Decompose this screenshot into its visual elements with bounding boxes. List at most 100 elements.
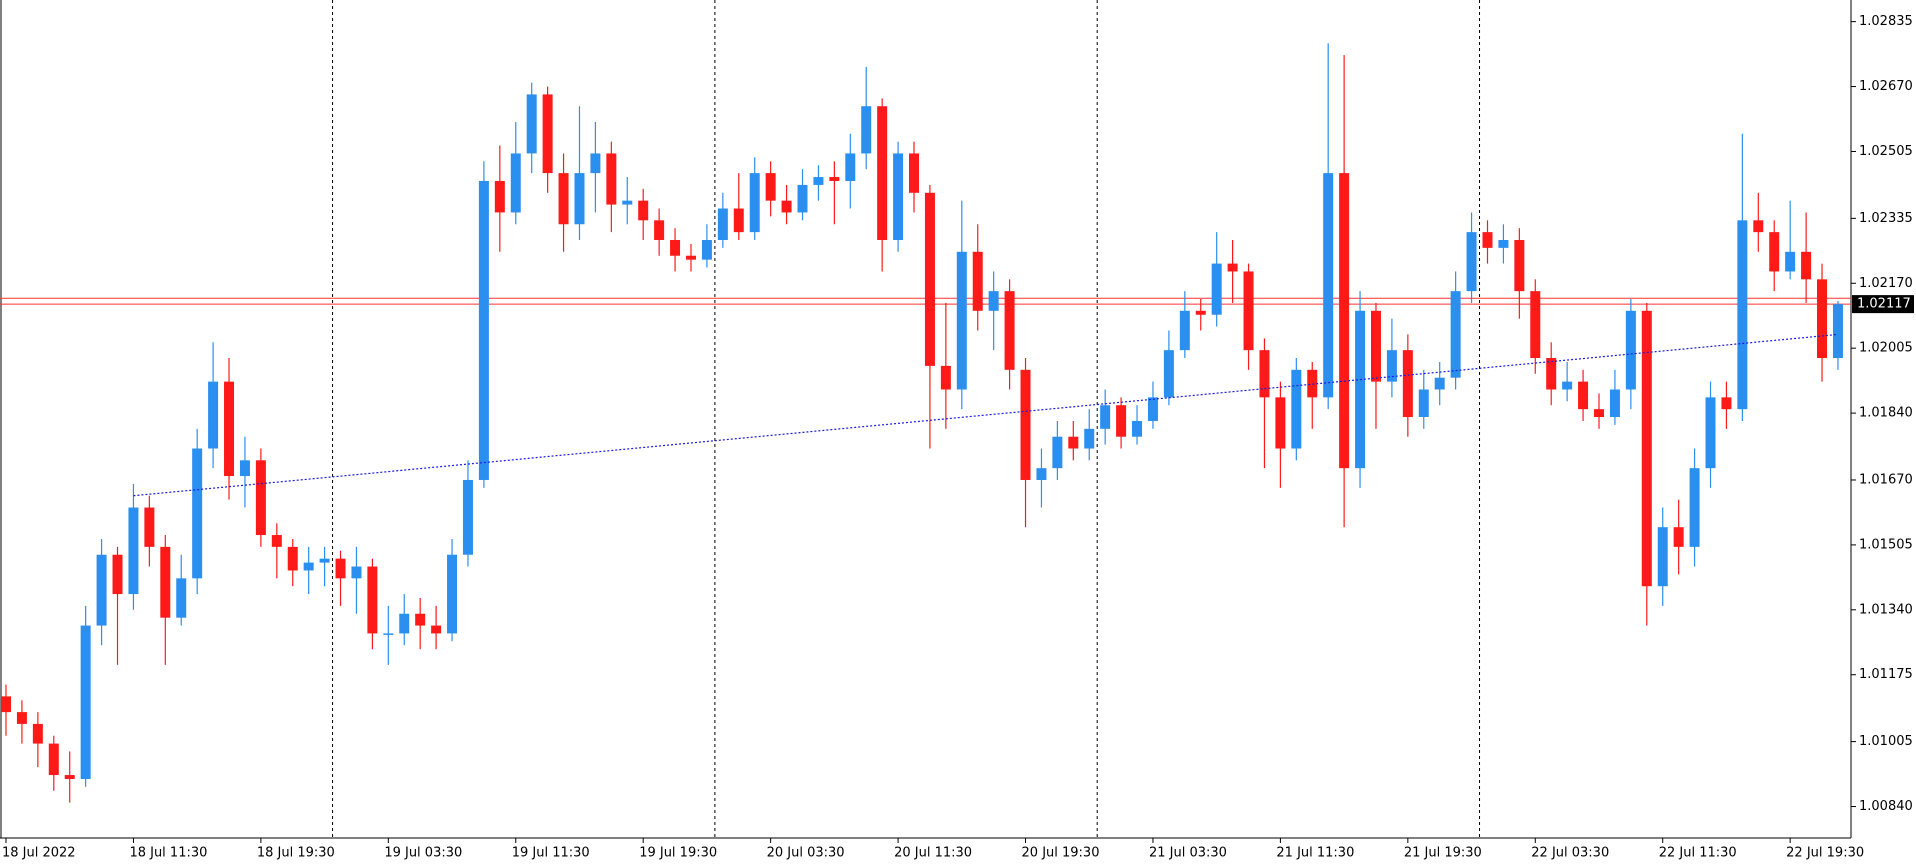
y-tick-label: 1.01840	[1859, 406, 1913, 421]
candle-body	[1036, 468, 1047, 480]
candle-body	[1211, 263, 1222, 315]
price-label-box	[1852, 295, 1914, 314]
candle-body	[956, 251, 967, 390]
candle-body	[1769, 232, 1780, 272]
candle-body	[48, 743, 59, 776]
candle-body	[1291, 369, 1302, 449]
candle-body	[526, 94, 537, 154]
candle-body	[144, 507, 155, 547]
candle-body	[128, 507, 139, 595]
candle-body	[877, 106, 888, 240]
candle-body	[16, 712, 27, 724]
candle-body	[112, 554, 123, 595]
candle-body	[478, 180, 489, 480]
candle-body	[1418, 389, 1429, 418]
candle-body	[1052, 436, 1063, 469]
x-tick-label: 20 Jul 11:30	[894, 846, 972, 861]
y-tick-label: 1.01340	[1859, 602, 1913, 617]
candle-body	[415, 613, 426, 626]
candle-body	[1243, 271, 1254, 351]
candle-body	[1466, 232, 1477, 292]
candle-body	[1673, 527, 1684, 547]
x-tick-label: 22 Jul 03:30	[1531, 846, 1609, 861]
x-tick-label: 21 Jul 03:30	[1149, 846, 1227, 861]
candle-body	[335, 558, 346, 579]
trendline	[133, 333, 1839, 497]
x-tick-label: 20 Jul 03:30	[767, 846, 845, 861]
candle-body	[319, 558, 330, 563]
candle-body	[1, 696, 11, 713]
candle-body	[1832, 304, 1843, 359]
candle-body	[271, 535, 282, 547]
candle-body	[1323, 173, 1334, 398]
candle-body	[638, 200, 649, 221]
candle-body	[1450, 291, 1461, 378]
y-tick-label: 1.02335	[1859, 211, 1913, 226]
candle-body	[717, 208, 728, 240]
candle-body	[1721, 397, 1732, 410]
candle-body	[1609, 389, 1620, 418]
y-tick-label: 1.02835	[1859, 14, 1913, 29]
candle-body	[829, 177, 840, 181]
candle-body	[670, 239, 681, 256]
candle-body	[239, 460, 250, 477]
candle-body	[1482, 232, 1493, 248]
candle-body	[701, 239, 712, 260]
candle-body	[1195, 310, 1206, 315]
candle-body	[1562, 381, 1573, 390]
x-tick-label: 18 Jul 2022	[2, 846, 76, 861]
candle-body	[1259, 350, 1270, 398]
candle-body	[685, 255, 696, 260]
candle-body	[940, 365, 951, 390]
candle-body	[909, 153, 920, 193]
candle-body	[1705, 397, 1716, 469]
candle-body	[590, 153, 601, 174]
x-tick-label: 18 Jul 19:30	[257, 846, 335, 861]
candle-body	[351, 566, 362, 579]
candle-body	[542, 94, 553, 174]
candle-body	[1625, 310, 1636, 390]
x-tick-label: 19 Jul 11:30	[512, 846, 590, 861]
candle-body	[1020, 369, 1031, 480]
candle-body	[192, 448, 203, 579]
y-tick-label: 1.01505	[1859, 537, 1913, 552]
candle-body	[160, 546, 171, 618]
candle-body	[622, 200, 633, 205]
candle-body	[1100, 405, 1111, 429]
price-label: 1.02117	[1857, 297, 1911, 312]
candle-body	[1737, 220, 1748, 410]
candle-body	[988, 291, 999, 311]
candle-body	[1801, 251, 1812, 280]
candle-body	[1163, 350, 1174, 398]
candle-body	[574, 173, 585, 225]
candle-body	[494, 180, 505, 213]
candle-body	[1370, 310, 1381, 382]
candle-body	[208, 381, 219, 449]
candle-body	[972, 251, 983, 311]
candle-body	[733, 208, 744, 233]
y-tick-label: 1.02505	[1859, 144, 1913, 159]
candle-body	[462, 479, 473, 555]
x-tick-label: 21 Jul 11:30	[1276, 846, 1354, 861]
candle-body	[924, 192, 935, 366]
y-tick-label: 1.02005	[1859, 341, 1913, 356]
candle-body	[399, 613, 410, 634]
candle-body	[893, 153, 904, 240]
candle-body	[303, 562, 314, 571]
candle-body	[845, 153, 856, 181]
candle-body	[1132, 420, 1143, 437]
candle-body	[96, 554, 107, 626]
y-tick-label: 1.01175	[1859, 667, 1913, 682]
candle-body	[765, 173, 776, 201]
candle-body	[861, 106, 872, 154]
candle-body	[797, 184, 808, 213]
candle-body	[1068, 436, 1079, 449]
candle-body	[654, 220, 665, 240]
candle-body	[224, 381, 235, 477]
candle-body	[510, 153, 521, 213]
candle-body	[1657, 527, 1668, 587]
candle-body	[1594, 409, 1604, 418]
candle-body	[1355, 310, 1366, 469]
y-tick-label: 1.00840	[1859, 799, 1913, 814]
candle-body	[1514, 239, 1525, 292]
